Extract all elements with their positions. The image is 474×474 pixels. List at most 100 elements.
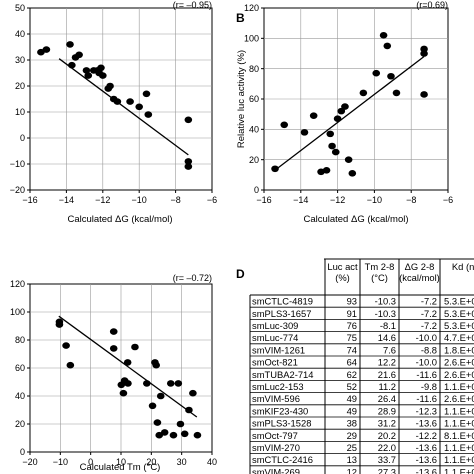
table-row-name: smLuc-774: [252, 332, 298, 343]
table-cell: 12: [347, 466, 357, 474]
table-cell: 11.2: [378, 381, 396, 392]
y-tick-label: 120: [244, 3, 259, 13]
data-point: [124, 380, 132, 387]
y-tick-label: −10: [10, 159, 25, 169]
data-point: [66, 361, 75, 369]
data-point: [372, 69, 381, 77]
table-cell: -13.6: [416, 454, 437, 465]
data-point: [420, 50, 428, 57]
x-tick-label: −6: [443, 195, 453, 205]
table-cell: -11.6: [416, 369, 437, 380]
data-point: [152, 361, 160, 369]
table-cell: 5.3.E+0: [444, 320, 474, 331]
table-row-name: smVIM-270: [252, 442, 300, 453]
y-tick-label: 100: [10, 307, 25, 317]
x-tick-label: 0: [88, 457, 93, 467]
table-cell: -7.2: [421, 296, 437, 307]
data-point: [66, 41, 74, 48]
table-cell: -10.3: [375, 308, 396, 319]
data-point: [42, 46, 51, 53]
data-point: [68, 61, 76, 69]
table-cell: 1.1.E+0: [444, 454, 474, 465]
table-cell: 2.6.E+0: [444, 357, 474, 368]
data-point: [392, 89, 401, 97]
data-point: [420, 91, 428, 98]
table-cell: 20.2: [378, 430, 396, 441]
table-cell: -8.1: [380, 320, 396, 331]
data-point: [135, 103, 143, 111]
table-row-name: smLuc2-153: [252, 381, 304, 392]
table-cell: 8.1.E+0: [444, 430, 474, 441]
table-cell: 1.1.E+0: [444, 442, 474, 453]
table-cell: 93: [347, 296, 357, 307]
data-point: [344, 156, 353, 163]
data-point: [84, 72, 93, 79]
data-point: [280, 121, 289, 129]
data-point: [99, 72, 107, 79]
table-cell: 22.0: [378, 442, 396, 453]
table-cell: 1.1.E+0: [444, 405, 474, 416]
y-tick-label: 60: [15, 363, 25, 373]
data-point: [185, 406, 193, 414]
data-point: [62, 342, 70, 349]
table-row-name: smCTLC-4819: [252, 296, 313, 307]
table-cell: 12.2: [378, 357, 396, 368]
x-tick-label: −14: [293, 195, 308, 205]
x-tick-label: −10: [367, 195, 382, 205]
y-tick-label: 60: [249, 94, 259, 104]
table-cell: 91: [347, 308, 357, 319]
x-tick-label: −8: [170, 195, 180, 205]
table-cell: -12.2: [416, 430, 437, 441]
y-tick-label: 80: [249, 64, 259, 74]
table-cell: 76: [347, 320, 357, 331]
table-cell: 64: [347, 357, 357, 368]
table-row-name: smPLS3-1657: [252, 308, 311, 319]
data-point: [180, 430, 189, 438]
table-cell: -13.6: [416, 466, 437, 474]
regression-line: [58, 315, 198, 418]
x-tick-label: −10: [132, 195, 147, 205]
data-point: [331, 148, 340, 156]
data-point: [142, 90, 151, 98]
table-cell: -13.6: [416, 418, 437, 429]
table-cell: -10.0: [416, 332, 437, 343]
x-axis-label: Calculated ΔG (kcal/mol): [67, 214, 172, 225]
table-cell: -8.8: [421, 344, 437, 355]
regression-line: [58, 58, 189, 156]
table-header-line: (kcal/mol): [399, 272, 440, 283]
table-header: Tm 2-8 (°C): [365, 261, 395, 283]
data-point: [75, 51, 83, 59]
table-row-name: smCTLC-2416: [252, 454, 313, 465]
table-cell: 2.6.E+0: [444, 393, 474, 404]
y-tick-label: −20: [10, 185, 25, 195]
x-tick-label: 20: [146, 457, 156, 467]
data-point: [82, 67, 91, 74]
y-tick-label: 40: [15, 29, 25, 39]
x-axis-label: Calculated Tm (°C): [80, 462, 161, 473]
data-point: [97, 64, 105, 72]
y-tick-label: 120: [10, 279, 25, 289]
data-point: [184, 116, 193, 124]
table-header-line: ΔG 2-8: [405, 261, 435, 272]
table-cell: 49: [347, 393, 357, 404]
plot-frame: [29, 7, 213, 191]
data-point: [322, 166, 331, 174]
data-point: [166, 380, 175, 387]
data-point: [420, 45, 428, 53]
correlation-label: (r= –0.72): [173, 273, 212, 283]
table-cell: 5.3.E+0: [444, 308, 474, 319]
data-point: [176, 420, 185, 428]
table-cell: 4.7.E+0: [444, 332, 474, 343]
table-row-name: smVIM-596: [252, 393, 300, 404]
panel-letter: D: [236, 267, 245, 281]
table-cell: 49: [347, 405, 357, 416]
data-point: [131, 343, 139, 351]
correlation-label: (r= –0.95): [173, 0, 212, 10]
y-tick-label: 20: [249, 155, 259, 165]
x-tick-label: −12: [95, 195, 110, 205]
table-header-line: (°C): [371, 272, 388, 283]
table-header-line: Tm 2-8: [365, 261, 395, 272]
y-axis-label: Relative luc activity (%): [236, 50, 247, 148]
data-point: [387, 72, 395, 80]
